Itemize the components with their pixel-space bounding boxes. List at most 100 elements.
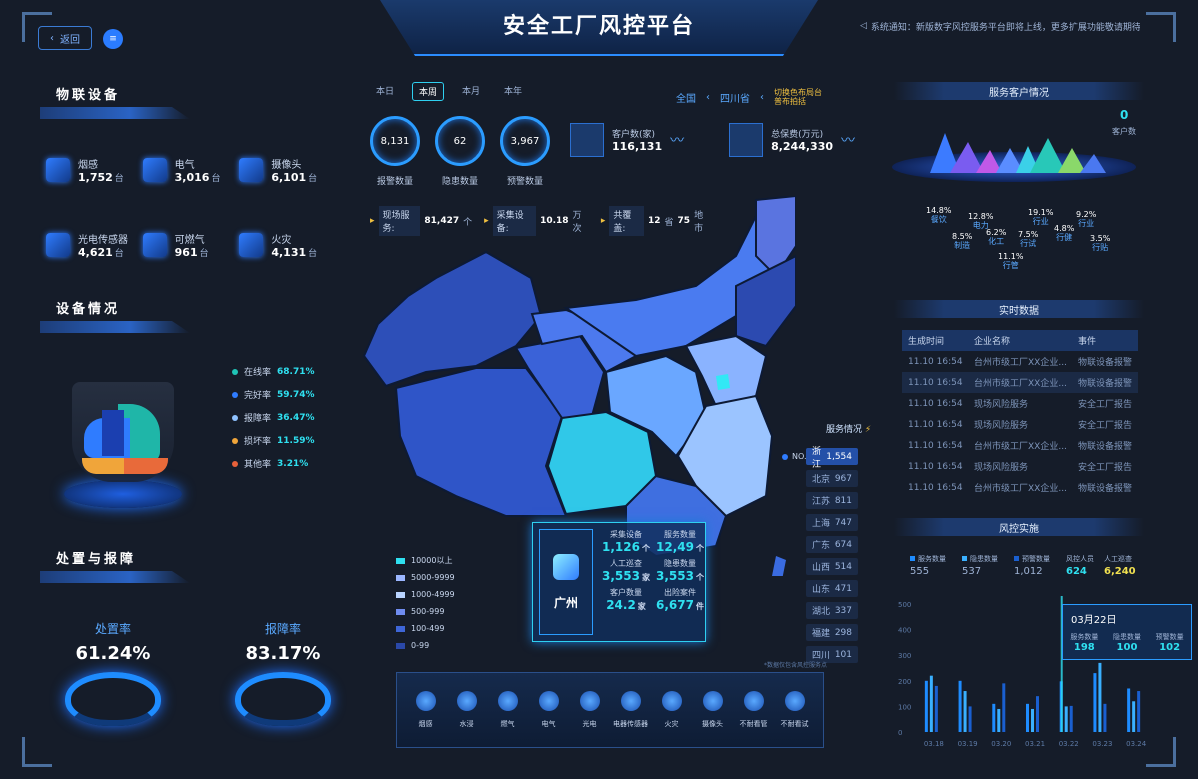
table-row[interactable]: 11.10 16:54 台州市级工厂XX企业... 物联设备报警 [908, 482, 1133, 495]
tab-period[interactable]: 本周 [412, 82, 445, 101]
device-type-icon [743, 691, 764, 711]
rank-row[interactable]: 四川 101 [806, 646, 858, 663]
device-legend: 在线率 68.71% 完好率 59.74% 报障率 36.47% 损坏率 11.59% 其他率 3… [232, 360, 342, 475]
table-row[interactable]: 11.10 16:54 现场风险服务 安全工厂报告 [908, 461, 1133, 474]
tooltip-item: 隐患数量 100 [1112, 633, 1141, 653]
iot-item[interactable]: 可燃气 961 台 [142, 227, 240, 262]
bar-4-1[interactable] [1064, 706, 1068, 732]
table-row[interactable]: 11.10 16:54 现场风险服务 安全工厂报告 [908, 398, 1133, 411]
bar-2-2[interactable] [1002, 683, 1006, 732]
iot-item[interactable]: 光电传感器 4,621 台 [46, 227, 143, 262]
realtime-panel-header: 实时数据 [894, 300, 1144, 318]
map-region-beijing[interactable] [716, 374, 730, 390]
ring-label: 报警数量 [376, 177, 413, 187]
map-region-east[interactable] [676, 394, 774, 518]
device-type-item[interactable]: 电器传感器 [613, 691, 649, 729]
device-type-item[interactable]: 水浸 [449, 691, 485, 729]
risk-legend-item: 服务数量 555 [910, 555, 946, 577]
rank-top-dot [782, 453, 788, 460]
bar-2-0[interactable] [992, 703, 996, 732]
table-row[interactable]: 11.10 16:54 台州市级工厂XX企业... 物联设备报警 [908, 356, 1133, 369]
device-type-item[interactable]: 烟感 [408, 691, 444, 729]
tab-period[interactable]: 本日 [376, 87, 395, 97]
device-type-item[interactable]: 光电 [572, 691, 608, 729]
rank-row[interactable]: 山东 471 [806, 580, 858, 597]
rank-row[interactable]: 浙江 1,554 [806, 447, 858, 470]
tooltip-item: 服务数量 198 [1070, 633, 1099, 653]
tab-period[interactable]: 本月 [462, 87, 481, 97]
pyramid-2 [950, 142, 984, 173]
chart-tooltip: 03月22日 服务数量 198 隐患数量 100 预警数量 102 [1062, 604, 1192, 660]
rank-row[interactable]: 广东 674 [806, 536, 858, 553]
iot-item[interactable]: 电气 3,016 台 [142, 152, 240, 187]
pie-slice-damage [82, 458, 126, 474]
bar-5-2[interactable] [1103, 703, 1107, 732]
bar-3-2[interactable] [1036, 696, 1039, 732]
rank-row[interactable]: 湖北 337 [806, 602, 858, 619]
legend-swatch [396, 642, 405, 649]
city-popup-grid: 采集设备 1,126 个服务数量 12,49 个人工巡查 3,553 家隐患数量 3,553 个… [601, 529, 705, 612]
table-row[interactable]: 11.10 16:54 台州市级工厂XX企业... 物联设备报警 [902, 372, 1138, 393]
rank-row[interactable]: 山西 514 [806, 558, 858, 575]
city-name: 广州 [553, 595, 578, 610]
frame-corner-tr [1146, 12, 1176, 42]
region-province[interactable]: 四川省 [720, 93, 750, 105]
bar-0-1[interactable] [929, 675, 933, 732]
bar-6-1[interactable] [1132, 701, 1136, 732]
region-link[interactable]: 切换色布局台普布拍括 [774, 88, 822, 106]
map-region-tibet[interactable] [394, 367, 568, 517]
back-button[interactable]: ‹ 返回 [38, 26, 92, 50]
popup-item: 采集设备 1,126 个 [602, 530, 650, 554]
table-row[interactable]: 11.10 16:54 台州市级工厂XX企业... 物联设备报警 [908, 440, 1133, 453]
customer-segment: 4.8% 行健 [1054, 224, 1075, 242]
menu-icon[interactable]: ≡ [103, 29, 123, 49]
bar-1-2[interactable] [968, 706, 972, 732]
bar-6-0[interactable] [1127, 688, 1131, 732]
map-region-taiwan[interactable] [772, 556, 786, 576]
bar-3-0[interactable] [1026, 703, 1029, 732]
map-legend-item: 10000以上 [396, 552, 496, 569]
map-region-northeast[interactable] [735, 254, 796, 348]
risk-bar-chart: 0 100 200 300 400 500 03.18 03.19 03.20 03.21 03.2… [898, 596, 1147, 748]
customer-segment: 3.5% 行贴 [1090, 234, 1111, 252]
device-type-item[interactable]: 燃气 [490, 691, 526, 729]
ring-value: 3,967 [500, 116, 550, 166]
period-tabs: 本日 本周 本月 本年 [370, 82, 528, 101]
table-row[interactable]: 11.10 16:54 现场风险服务 安全工厂报告 [908, 419, 1133, 432]
bar-5-1[interactable] [1098, 662, 1102, 732]
device-type-item[interactable]: 摄像头 [695, 691, 731, 729]
bar-5-0[interactable] [1093, 673, 1097, 732]
handling-section-header: 处置与报障 [40, 548, 340, 583]
iot-item-value: 4,131 台 [271, 245, 318, 259]
map-region-xinjiang[interactable] [362, 250, 543, 388]
bar-1-1[interactable] [963, 691, 967, 732]
rank-row[interactable]: 北京 967 [806, 470, 858, 487]
bar-3-1[interactable] [1031, 708, 1034, 732]
tab-period[interactable]: 本年 [504, 87, 523, 97]
device-type-item[interactable]: 不耐看试 [777, 691, 813, 729]
rank-row[interactable]: 上海 747 [806, 514, 858, 531]
bolt-icon: ⚡ [864, 425, 872, 435]
device-type-item[interactable]: 不耐看管 [736, 691, 772, 729]
y-tick-label: 500 [898, 601, 911, 609]
popup-item-value: 6,677 件 [656, 598, 704, 612]
frame-corner-br [1146, 737, 1176, 767]
bar-2-1[interactable] [997, 708, 1001, 732]
bar-1-0[interactable] [958, 680, 962, 732]
region-country[interactable]: 全国 [676, 93, 696, 105]
bar-0-0[interactable] [924, 680, 928, 732]
x-tick-label: 03.19 [958, 740, 978, 748]
bolt-icon: ▸ [484, 216, 489, 226]
iot-item[interactable]: 火灾 4,131 台 [239, 227, 336, 262]
bar-4-2[interactable] [1069, 705, 1073, 732]
rank-row[interactable]: 江苏 811 [806, 492, 858, 509]
device-type-item[interactable]: 火灾 [654, 691, 690, 729]
iot-item[interactable]: 摄像头 6,101 台 [239, 152, 336, 187]
iot-item[interactable]: 烟感 1,752 台 [46, 152, 143, 187]
rank-row[interactable]: 福建 298 [806, 624, 858, 641]
device-type-item[interactable]: 电气 [531, 691, 567, 729]
iot-item-value: 961 台 [174, 245, 209, 259]
bar-6-2[interactable] [1137, 691, 1141, 732]
building-chart-icon [729, 123, 764, 157]
bar-0-2[interactable] [934, 685, 938, 732]
